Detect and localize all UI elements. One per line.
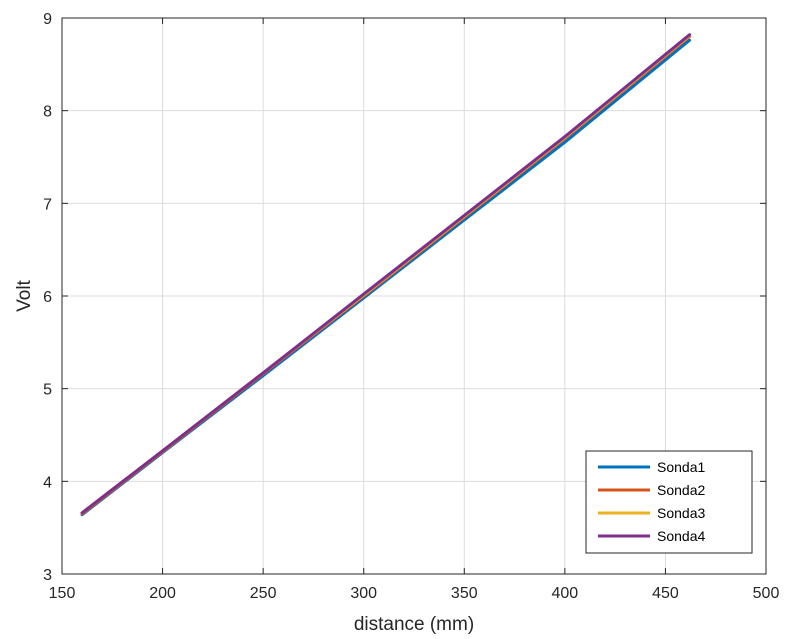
x-tick-label: 400 — [552, 585, 579, 602]
x-axis-label: distance (mm) — [354, 614, 474, 635]
y-tick-label: 7 — [43, 196, 52, 213]
x-tick-label: 200 — [149, 585, 176, 602]
y-tick-label: 8 — [43, 104, 52, 121]
legend-label: Sonda2 — [657, 482, 705, 498]
x-tick-label: 350 — [451, 585, 478, 602]
y-tick-label: 6 — [43, 289, 52, 306]
x-tick-label: 300 — [350, 585, 377, 602]
y-axis-ticks: 3 4 5 6 7 8 9 — [43, 11, 766, 584]
legend-label: Sonda3 — [657, 505, 705, 521]
y-tick-label: 5 — [43, 382, 52, 399]
legend-label: Sonda4 — [657, 528, 705, 544]
x-tick-label: 500 — [753, 585, 780, 602]
legend: Sonda1 Sonda2 Sonda3 Sonda4 — [585, 450, 753, 554]
y-tick-label: 9 — [43, 11, 52, 28]
legend-label: Sonda1 — [657, 459, 705, 475]
x-axis-ticks: 150 200 250 300 350 400 450 500 — [49, 18, 780, 602]
x-tick-label: 450 — [652, 585, 679, 602]
y-tick-label: 4 — [43, 474, 52, 491]
grid-lines — [61, 17, 767, 575]
x-tick-label: 150 — [49, 585, 76, 602]
series-lines — [80, 33, 692, 517]
series-line-sonda4 — [80, 33, 692, 515]
x-tick-label: 250 — [250, 585, 277, 602]
y-tick-label: 3 — [43, 567, 52, 584]
y-axis-label: Volt — [14, 279, 35, 311]
